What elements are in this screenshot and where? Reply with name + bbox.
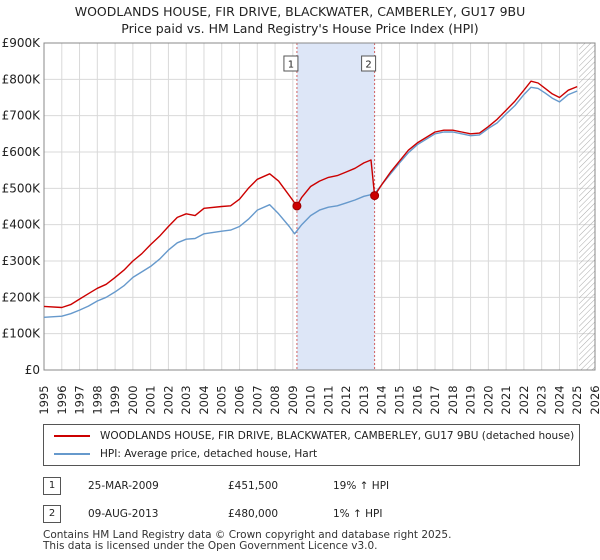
series-line-hpi [43, 86, 578, 318]
x-tick-label: 2026 [588, 385, 600, 414]
legend-label-hpi: HPI: Average price, detached house, Hart [100, 448, 318, 460]
chart-legend: WOODLANDS HOUSE, FIR DRIVE, BLACKWATER, … [43, 424, 580, 466]
x-tick-label: 2016 [410, 385, 424, 414]
legend-label-property: WOODLANDS HOUSE, FIR DRIVE, BLACKWATER, … [100, 430, 575, 442]
plot-frame [43, 42, 596, 371]
y-tick-label: £800K [2, 72, 42, 86]
y-tick-label: £0 [25, 363, 40, 377]
x-tick-label: 2003 [179, 385, 193, 414]
x-tick-label: 1995 [37, 385, 51, 414]
x-tick-label: 2001 [144, 385, 158, 414]
x-tick-label: 2020 [481, 385, 495, 414]
x-tick-label: 2010 [304, 385, 318, 414]
x-tick-label: 2019 [464, 385, 478, 414]
footer-line-2: This data is licensed under the Open Gov… [43, 540, 378, 552]
sale-label-box [361, 55, 377, 72]
x-tick-label: 2015 [392, 385, 406, 414]
x-tick-label: 2022 [517, 385, 531, 414]
marker-badge: 1 [43, 477, 61, 495]
x-tick-label: 1996 [55, 385, 69, 414]
y-tick-label: £400K [2, 218, 42, 232]
transactions-table: 1 25-MAR-2009 £451,500 19% ↑ HPI 2 09-AU… [43, 472, 413, 528]
chart-subtitle: Price paid vs. HM Land Registry's House … [121, 21, 479, 36]
footer: Contains HM Land Registry data © Crown c… [43, 530, 451, 552]
x-tick-label: 1998 [90, 385, 104, 414]
y-tick-label: £200K [2, 290, 42, 304]
transaction-hpi: 19% ↑ HPI [333, 480, 390, 492]
x-tick-label: 2023 [535, 385, 549, 414]
y-tick-label: £700K [2, 109, 42, 123]
transaction-hpi: 1% ↑ HPI [333, 508, 383, 520]
marker-badge: 2 [43, 505, 61, 523]
x-tick-label: 1997 [73, 385, 87, 414]
transaction-price: £451,500 [228, 480, 279, 492]
transaction-price: £480,000 [228, 508, 279, 520]
x-tick-label: 2018 [446, 385, 460, 414]
x-tick-label: 2012 [339, 385, 353, 414]
y-tick-label: £900K [2, 36, 42, 50]
x-tick-label: 2002 [161, 385, 175, 414]
table-row: 2 09-AUG-2013 £480,000 1% ↑ HPI [43, 500, 413, 528]
x-tick-label: 2017 [428, 385, 442, 414]
transaction-date: 25-MAR-2009 [88, 480, 159, 492]
transaction-date: 09-AUG-2013 [88, 508, 159, 520]
legend-item-hpi: HPI: Average price, detached house, Hart [54, 446, 574, 462]
footer-line-1: Contains HM Land Registry data © Crown c… [43, 529, 452, 541]
forecast-hatch [579, 43, 595, 370]
legend-item-property: WOODLANDS HOUSE, FIR DRIVE, BLACKWATER, … [54, 428, 574, 444]
chart-title: WOODLANDS HOUSE, FIR DRIVE, BLACKWATER, … [74, 4, 526, 19]
y-tick-label: £600K [2, 145, 42, 159]
x-tick-label: 2007 [250, 385, 264, 414]
x-tick-label: 2006 [233, 385, 247, 414]
x-tick-label: 2014 [375, 385, 389, 414]
price-chart: £0 £100K £200K £300K £400K £500K £600K £700K £80… [2, 36, 600, 415]
table-row: 1 25-MAR-2009 £451,500 19% ↑ HPI [43, 472, 413, 500]
x-tick-label: 2009 [286, 385, 300, 414]
y-tick-label: £100K [2, 327, 42, 341]
x-tick-label: 2025 [570, 385, 584, 414]
legend-swatch-property [54, 435, 90, 437]
sale-label-box [283, 55, 299, 72]
sale-point [370, 191, 380, 201]
series-line-property [43, 80, 578, 309]
x-tick-label: 1999 [108, 385, 122, 414]
y-tick-label: £500K [2, 181, 42, 195]
y-tick-label: £300K [2, 254, 42, 268]
x-tick-label: 2011 [321, 385, 335, 414]
x-tick-label: 2024 [552, 385, 566, 414]
sale-label-text: 1 [288, 60, 294, 71]
x-tick-label: 2000 [126, 385, 140, 414]
x-tick-label: 2008 [268, 385, 282, 414]
x-tick-label: 2004 [197, 385, 211, 414]
x-tick-label: 2021 [499, 385, 513, 414]
x-tick-label: 2005 [215, 385, 229, 414]
sale-label-text: 2 [365, 60, 371, 71]
legend-swatch-hpi [54, 453, 90, 455]
sale-point [292, 201, 302, 211]
x-tick-label: 2013 [357, 385, 371, 414]
